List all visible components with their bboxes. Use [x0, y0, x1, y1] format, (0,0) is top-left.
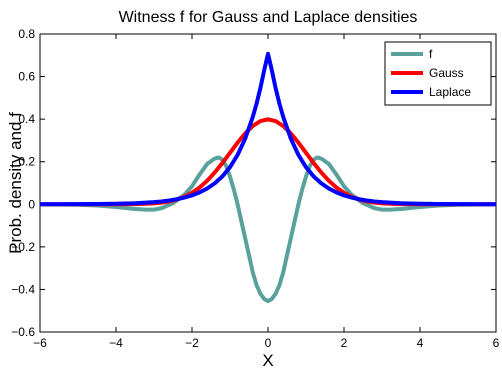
y-tick-label: −0.4 [11, 282, 35, 296]
legend-label: Laplace [429, 85, 471, 99]
y-tick-label: 0.8 [18, 27, 35, 41]
series-layer [40, 51, 496, 304]
y-tick-label: 0.2 [18, 155, 35, 169]
series-line-laplace [40, 51, 496, 207]
y-axis-label: Prob. density and f [6, 112, 25, 254]
y-tick-label: −0.6 [11, 325, 35, 339]
y-axis: −0.6 −0.4 −0.2 0 0.2 0.4 0.6 0.8 [11, 27, 496, 339]
y-tick-label: 0 [28, 197, 35, 211]
y-tick-label: −0.2 [11, 240, 35, 254]
x-tick-label: −6 [33, 336, 47, 350]
x-tick-label: 6 [493, 336, 500, 350]
x-tick-label: 2 [341, 336, 348, 350]
legend-label: Gauss [429, 66, 464, 80]
chart-title: Witness f for Gauss and Laplace densitie… [119, 9, 418, 26]
legend: f Gauss Laplace [384, 41, 492, 106]
y-tick-label: 0.6 [18, 70, 35, 84]
legend-label: f [429, 47, 433, 61]
x-tick-label: −4 [109, 336, 123, 350]
y-tick-label: 0.4 [18, 112, 35, 126]
x-tick-label: 0 [265, 336, 272, 350]
x-axis-label: X [262, 351, 273, 368]
x-tick-label: 4 [417, 336, 424, 350]
x-tick-label: −2 [185, 336, 199, 350]
x-axis: −6 −4 −2 0 2 4 6 [33, 34, 500, 350]
